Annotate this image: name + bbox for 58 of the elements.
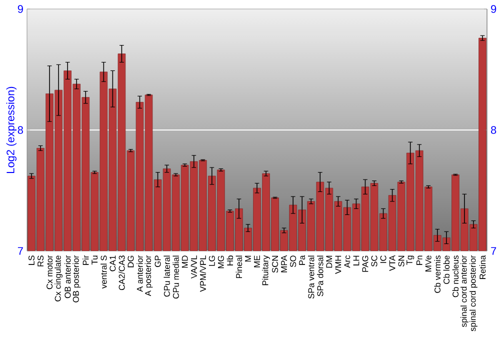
x-tick-label: Pn (416, 256, 422, 265)
x-tick-label: OB posterior (72, 255, 81, 302)
x-tick-label: ventral S (100, 256, 107, 289)
x-tick-label: SN (398, 256, 404, 267)
x-tick-label: Retina (479, 255, 486, 279)
x-tick-label: VPM/VPL (200, 255, 206, 292)
x-tick-label: VMH (335, 256, 342, 274)
x-tick-label: MD (182, 256, 188, 268)
y2-tick-label: 7 (491, 247, 496, 255)
x-tick-label: GP (154, 256, 161, 267)
x-tick-label: VA/VL (190, 255, 197, 279)
x-tick-label: CPu lateral (164, 256, 170, 297)
x-tick-label: LH (353, 256, 360, 266)
x-tick-label: VTA (389, 255, 396, 271)
x-tick-label: CA2/CA3 (118, 256, 125, 290)
x-tick-label: Tu (92, 256, 98, 265)
x-tick-label: RS (38, 256, 44, 266)
x-tick-label: Cb nucleus (452, 256, 459, 298)
x-tick-label: Cx cingulate (54, 256, 63, 302)
x-tick-label: Cb lobe (443, 256, 450, 284)
x-tick-label: M (245, 256, 251, 262)
x-tick-label: Pituitary (262, 255, 270, 286)
x-tick-label: Hb (226, 256, 234, 266)
x-tick-label: MG (218, 256, 224, 268)
y-tick-label: 8 (18, 126, 23, 134)
x-tick-label: A anterior (136, 255, 143, 292)
x-tick-label: LG (208, 256, 215, 266)
x-tick-label: OB anterior (64, 255, 71, 298)
y2-tick-label: 8 (490, 126, 496, 134)
x-tick-label: Pa (299, 255, 306, 265)
x-tick-label: CPu medial (172, 256, 179, 299)
x-tick-label: A posterior (144, 255, 153, 296)
x-tick-label: MVe (425, 256, 432, 272)
y2-tick-label: 9 (491, 5, 496, 13)
x-tick-label: LS (28, 256, 35, 265)
x-tick-label: Pineal (236, 256, 242, 278)
x-tick-label: MPA (281, 255, 287, 272)
x-tick-label: Tg (406, 256, 414, 265)
x-tick-label: SPa dorsal (317, 256, 324, 296)
x-tick-label: ME (254, 256, 260, 268)
y-tick-label: 9 (18, 5, 23, 13)
x-tick-label: spinal cord posterior (470, 255, 478, 332)
x-tick-label: Arc (344, 255, 350, 268)
x-tick-label: DG (128, 256, 134, 268)
x-tick-label: Cb vermis (434, 256, 440, 293)
x-tick-label: PAG (362, 256, 368, 272)
x-tick-label: SC (371, 256, 378, 267)
y-tick-label: 7 (18, 247, 23, 255)
x-tick-label: IC (380, 256, 386, 263)
x-tick-label: SPa ventral (308, 256, 314, 299)
x-tick-label: spinal cord anterior (460, 255, 468, 327)
x-tick-label: DM (326, 256, 332, 268)
x-tick-label: SCN (272, 256, 278, 273)
x-tick-label: Pir (82, 255, 89, 265)
x-tick-label: CA1 (110, 256, 116, 272)
x-tick-label: Cx motor (46, 255, 53, 290)
y-axis-title: Log2 (expression) (6, 86, 17, 173)
x-tick-label: SO (290, 256, 296, 268)
